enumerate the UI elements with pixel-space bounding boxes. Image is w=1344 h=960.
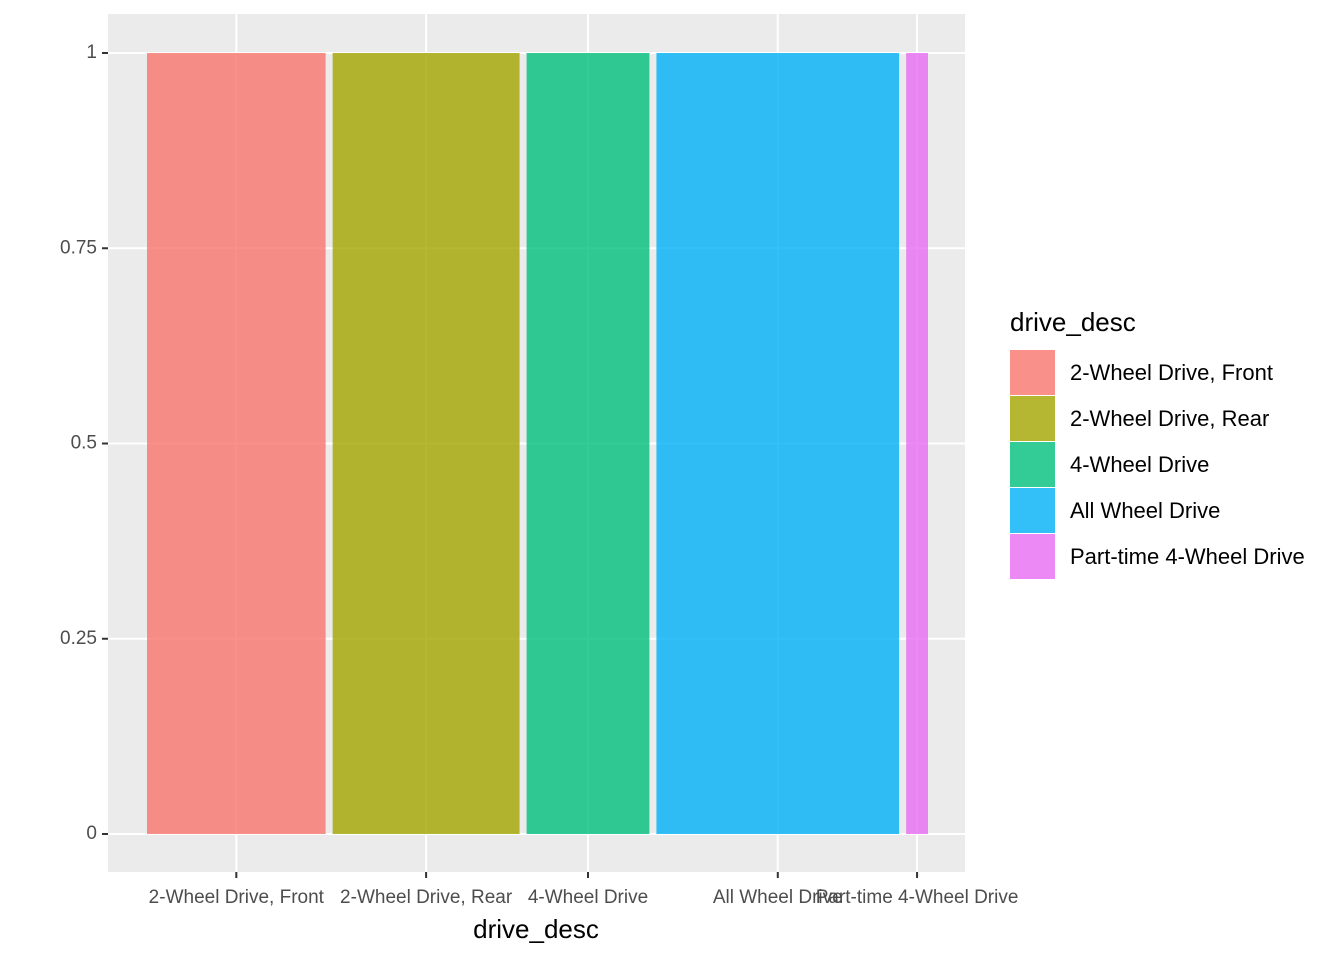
bar	[332, 53, 520, 834]
bar	[147, 53, 326, 834]
legend-label: 2-Wheel Drive, Front	[1070, 360, 1273, 385]
y-tick-label: 0.25	[60, 628, 97, 649]
legend-key	[1010, 396, 1055, 441]
bar	[656, 53, 900, 834]
x-tick-label: 2-Wheel Drive, Rear	[340, 887, 513, 908]
legend-label: Part-time 4-Wheel Drive	[1070, 544, 1305, 569]
legend-key	[1010, 534, 1055, 579]
legend-key	[1010, 442, 1055, 487]
x-tick-label: All Wheel Drive	[713, 887, 843, 908]
x-tick-label: Part-time 4-Wheel Drive	[816, 887, 1019, 908]
y-tick-label: 0.5	[71, 433, 97, 454]
legend-label: 2-Wheel Drive, Rear	[1070, 406, 1269, 431]
legend-label: 4-Wheel Drive	[1070, 452, 1209, 477]
x-axis-title: drive_desc	[473, 914, 599, 944]
y-tick-label: 1	[86, 42, 97, 63]
legend-label: All Wheel Drive	[1070, 498, 1220, 523]
x-tick-label: 4-Wheel Drive	[528, 887, 648, 908]
y-tick-label: 0.75	[60, 237, 97, 258]
legend-key	[1010, 350, 1055, 395]
legend-title: drive_desc	[1010, 307, 1136, 337]
x-tick-label: 2-Wheel Drive, Front	[149, 887, 325, 908]
bar	[526, 53, 650, 834]
y-tick-label: 0	[86, 823, 97, 844]
bar	[906, 53, 928, 834]
legend-key	[1010, 488, 1055, 533]
